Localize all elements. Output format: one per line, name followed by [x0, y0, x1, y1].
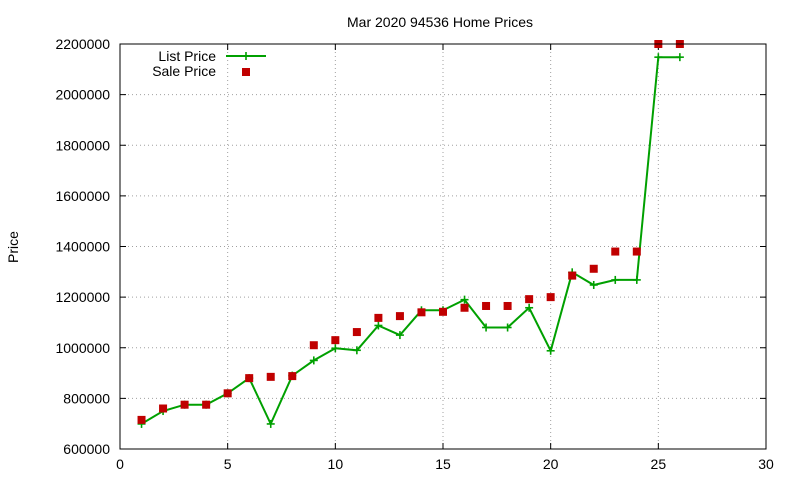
- x-tick-label: 10: [328, 456, 344, 472]
- y-tick-label: 1200000: [55, 289, 110, 305]
- sale-price-point: [503, 301, 512, 310]
- legend-label-sale-price: Sale Price: [152, 63, 216, 79]
- list-price-point: [611, 275, 620, 284]
- legend-marker-list-price: [242, 52, 250, 60]
- y-tick-label: 1600000: [55, 188, 110, 204]
- list-price-point: [482, 323, 491, 332]
- y-tick-label: 1400000: [55, 239, 110, 255]
- legend-label-list-price: List Price: [158, 48, 216, 64]
- sale-price-point: [288, 372, 297, 381]
- sale-price-point: [611, 247, 620, 256]
- sale-price-point: [632, 247, 641, 256]
- sale-price-point: [374, 313, 383, 322]
- chart-title: Mar 2020 94536 Home Prices: [347, 14, 533, 30]
- list-price-point: [503, 323, 512, 332]
- sale-price-point: [546, 293, 555, 302]
- sale-price-point: [525, 295, 534, 304]
- sale-price-point: [309, 341, 318, 350]
- sale-price-point: [202, 400, 211, 409]
- sale-price-point: [331, 336, 340, 345]
- y-tick-label: 600000: [63, 441, 110, 457]
- list-price-point: [525, 303, 534, 312]
- series-layer: [137, 40, 684, 428]
- list-price-point: [374, 321, 383, 330]
- sale-price-point: [245, 374, 254, 383]
- list-price-point: [675, 53, 684, 62]
- x-tick-label: 15: [435, 456, 451, 472]
- list-price-point: [352, 346, 361, 355]
- sale-price-point: [137, 415, 146, 424]
- y-tick-label: 2200000: [55, 36, 110, 52]
- list-price-point: [309, 356, 318, 365]
- sale-price-point: [589, 264, 598, 273]
- list-price-point: [654, 53, 663, 62]
- list-price-point: [632, 275, 641, 284]
- x-tick-label: 5: [224, 456, 232, 472]
- list-price-point: [460, 295, 469, 304]
- sale-price-point: [439, 307, 447, 316]
- list-price-line: [140, 56, 680, 427]
- sale-price-point: [482, 301, 491, 310]
- legend-swatch-sale-price: [242, 68, 250, 76]
- y-axis-label: Price: [5, 231, 21, 263]
- y-tick-label: 1000000: [55, 340, 110, 356]
- x-tick-label: 30: [758, 456, 774, 472]
- x-tick-label: 25: [651, 456, 667, 472]
- sale-price-point: [460, 303, 469, 312]
- list-price-point: [266, 419, 275, 428]
- axis-ticks: 600000 800000 1000000 1200000 1400000 1600000…: [55, 36, 774, 472]
- sale-price-point: [417, 308, 426, 317]
- plot-frame: [119, 43, 767, 450]
- sale-price-point: [159, 404, 168, 413]
- sale-price-point: [395, 312, 404, 321]
- grid: [120, 44, 766, 449]
- sale-price-point: [180, 400, 189, 409]
- list-price-point: [395, 331, 404, 340]
- sale-price-point: [223, 389, 232, 398]
- y-tick-label: 1800000: [55, 137, 110, 153]
- list-price-point: [546, 346, 555, 355]
- list-price-point: [331, 344, 340, 353]
- x-tick-label: 20: [543, 456, 559, 472]
- list-price-point: [589, 280, 598, 289]
- sale-price-point: [568, 271, 577, 280]
- y-tick-label: 800000: [63, 390, 110, 406]
- sale-price-point: [266, 372, 275, 381]
- y-tick-label: 2000000: [55, 87, 110, 103]
- x-tick-label: 0: [116, 456, 124, 472]
- sale-price-point: [352, 328, 361, 337]
